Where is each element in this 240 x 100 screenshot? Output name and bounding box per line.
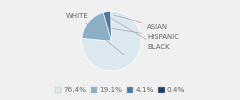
Text: WHITE: WHITE: [65, 13, 123, 55]
Text: ASIAN: ASIAN: [114, 15, 168, 30]
Text: HISPANIC: HISPANIC: [95, 26, 179, 40]
Wedge shape: [82, 11, 141, 71]
Wedge shape: [103, 11, 112, 41]
Wedge shape: [82, 12, 112, 41]
Wedge shape: [111, 11, 112, 41]
Legend: 76.4%, 19.1%, 4.1%, 0.4%: 76.4%, 19.1%, 4.1%, 0.4%: [52, 84, 188, 96]
Text: BLACK: BLACK: [110, 18, 169, 50]
